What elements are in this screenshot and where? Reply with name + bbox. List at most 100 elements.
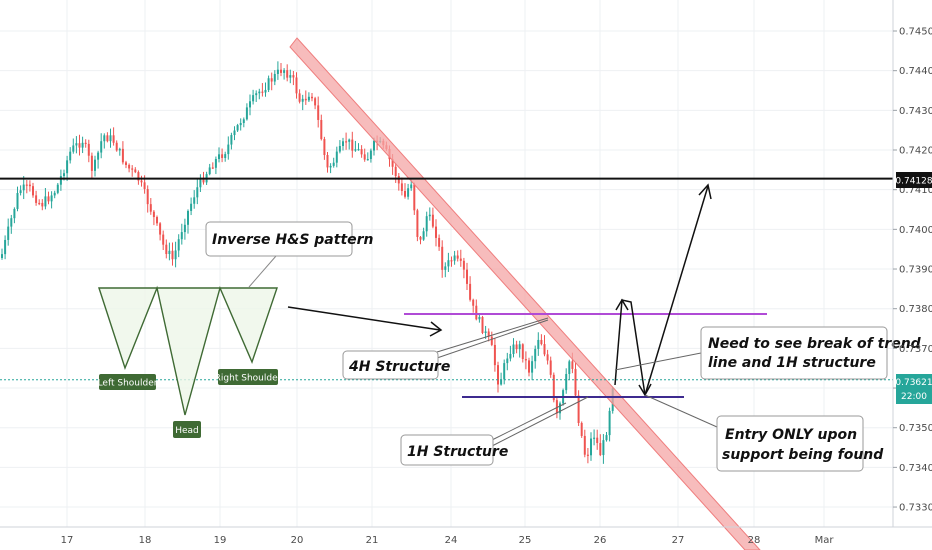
candle-body <box>577 395 580 423</box>
candle-body <box>230 135 233 145</box>
candle-body <box>391 159 394 167</box>
entry-callout[interactable]: Entry ONLY upon support being found <box>716 415 884 472</box>
candle-body <box>345 141 348 143</box>
candle-body <box>329 165 332 168</box>
candle-body <box>25 184 28 186</box>
head-label: Head <box>173 421 201 438</box>
candle-body <box>602 440 605 456</box>
candle-body <box>524 358 527 361</box>
candle-body <box>137 172 140 181</box>
candle-body <box>357 149 360 151</box>
candle-body <box>301 98 304 102</box>
candle-body <box>314 98 317 106</box>
candle-body <box>196 187 199 198</box>
candle-body <box>239 123 242 126</box>
candle-body <box>103 135 106 142</box>
candle-body <box>546 354 549 361</box>
candle-body <box>264 89 267 93</box>
candle-body <box>506 358 509 364</box>
candle-body <box>183 224 186 233</box>
left-shoulder-label: Left Shoulder <box>98 374 158 390</box>
x-tick-label: 25 <box>519 535 532 546</box>
candle-body <box>295 77 298 94</box>
h4-structure-text: 4H Structure <box>348 359 450 375</box>
candle-body <box>608 410 611 436</box>
candle-body <box>425 216 428 232</box>
candle-body <box>267 78 270 90</box>
candle-body <box>373 140 375 151</box>
pattern-callout-text: Inverse H&S pattern <box>212 232 374 248</box>
h1-structure-callout[interactable]: 1H Structure <box>400 434 508 466</box>
candle-body <box>149 204 152 212</box>
candle-body <box>583 435 586 455</box>
candle-body <box>283 70 286 73</box>
candle-body <box>66 160 69 174</box>
candle-body <box>574 368 577 396</box>
h1-callout-pointer-b <box>491 396 589 447</box>
projection-arrowhead-up-small <box>615 298 629 311</box>
candle-body <box>41 202 44 207</box>
h4-callout-pointer-a <box>436 317 549 353</box>
candle-body <box>534 348 537 362</box>
candle-body <box>360 149 363 155</box>
candle-body <box>366 159 369 161</box>
candle-body <box>159 223 162 235</box>
svg-text:0.73621: 0.73621 <box>895 378 932 388</box>
candle-body <box>273 73 276 82</box>
candle-body <box>413 184 416 211</box>
break-callout-line1: Need to see break of trend <box>708 336 922 352</box>
candle-body <box>227 144 230 155</box>
inverse-hs-pattern[interactable] <box>98 285 278 416</box>
candle-body <box>276 69 279 74</box>
candle-body <box>450 260 453 262</box>
candle-body <box>397 176 400 184</box>
candle-body <box>320 119 323 140</box>
x-tick-label: 19 <box>214 535 227 546</box>
candle-body <box>118 148 121 151</box>
x-tick-label: 26 <box>594 535 607 546</box>
candle-body <box>407 188 410 197</box>
candle-body <box>497 365 499 385</box>
break-callout[interactable]: Need to see break of trend line and 1H s… <box>700 326 922 380</box>
x-tick-label: 27 <box>672 535 685 546</box>
candle-body <box>342 141 344 147</box>
candle-body <box>484 331 487 333</box>
candle-body <box>509 353 512 359</box>
candle-body <box>32 186 34 196</box>
candle-body <box>410 184 413 189</box>
candle-body <box>363 154 366 160</box>
current-price-tag: 0.73621 22:00 <box>895 374 932 404</box>
candle-body <box>286 70 289 78</box>
candle-body <box>7 226 10 240</box>
candle-body <box>143 182 146 190</box>
candle-body <box>134 169 137 173</box>
x-tick-label: 24 <box>445 535 458 546</box>
candle-body <box>44 196 47 207</box>
candle-body <box>233 130 236 136</box>
candle-body <box>512 344 515 354</box>
h4-structure-callout[interactable]: 4H Structure <box>342 350 450 380</box>
entry-callout-line2: support being found <box>722 447 884 463</box>
candle-body <box>177 239 180 251</box>
projection-path-large <box>644 185 709 396</box>
pattern-callout[interactable]: Inverse H&S pattern <box>205 221 374 257</box>
candle-body <box>521 344 524 359</box>
x-tick-label: 18 <box>139 535 152 546</box>
x-tick-label: 28 <box>748 535 761 546</box>
x-tick-label: Mar <box>815 535 835 546</box>
candle-body <box>500 379 503 385</box>
candle-body <box>503 363 506 380</box>
candle-body <box>431 214 434 227</box>
h1-structure-text: 1H Structure <box>407 444 508 460</box>
candle-body <box>323 139 326 156</box>
x-axis: 17 18 19 20 21 24 25 26 27 28 Mar <box>61 535 835 546</box>
candle-body <box>317 105 320 120</box>
candle-body <box>13 208 16 219</box>
